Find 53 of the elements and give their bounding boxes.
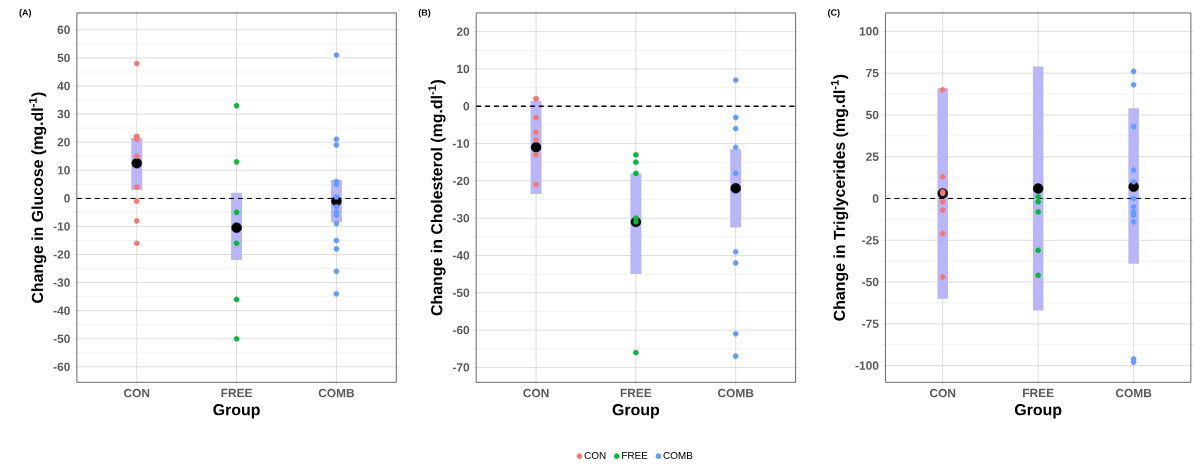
x-tick-label: FREE [1023,388,1054,397]
y-axis-title: Change in Triglycerides (mg.dl$^{-1}$) [830,74,849,321]
x-tick-label: COMB [717,388,754,398]
y-tick-label: 75 [866,68,879,78]
x-tick-label: FREE [221,388,253,397]
y-tick-label: 50 [866,110,879,120]
y-tick-label: 30 [57,109,70,119]
x-tick-label: CON [929,388,956,398]
y-tick-label: -25 [862,235,879,245]
y-tick-label: 100 [859,27,879,36]
x-axis-title: Group [612,404,660,419]
x-tick-label: COMB [318,388,355,398]
legend-label: FREE [622,451,648,459]
y-axis-title: Change in Cholesterol (mg.dl$^{-1}$) [428,80,446,316]
x-tick-label: CON [124,388,150,398]
y-tick-label: 60 [57,25,70,34]
y-tick-label: -60 [53,362,70,371]
y-tick-label: -50 [452,288,470,297]
y-tick-label: -10 [53,222,70,231]
y-tick-label: -30 [53,278,70,287]
y-tick-label: 20 [456,27,470,36]
x-tick-label: FREE [620,388,652,397]
y-tick-label: 0 [64,194,70,203]
x-axis-title: Group [1014,404,1062,419]
chart-title: (A) [19,9,31,18]
y-tick-label: -20 [452,176,470,185]
x-tick-label: CON [523,388,549,398]
x-axis-title: Group [213,404,260,419]
legend-label: CON [584,451,606,459]
y-tick-label: -40 [452,251,470,260]
y-tick-label: -50 [862,277,879,287]
y-tick-label: 25 [866,152,879,161]
y-tick-label: -40 [53,306,70,315]
y-tick-label: -60 [452,325,470,335]
y-tick-label: -10 [452,139,470,148]
y-tick-label: -50 [53,334,70,343]
y-tick-label: 50 [57,53,70,63]
chart-title: (C) [828,9,840,18]
y-tick-label: 20 [57,137,70,147]
x-tick-label: COMB [1115,388,1152,398]
legend-label: COMB [663,451,693,459]
y-tick-label: 40 [57,81,70,91]
y-tick-label: -70 [452,363,470,372]
y-tick-label: 0 [463,101,470,111]
y-tick-label: 0 [872,194,879,203]
y-tick-label: 10 [57,165,70,175]
y-tick-label: -100 [855,361,879,370]
y-tick-label: -75 [862,319,879,328]
y-tick-label: -30 [452,213,470,223]
y-tick-label: 10 [457,64,470,74]
y-axis-title: Change in Glucose (mg.dl$^{-1}$) [29,92,47,303]
y-tick-label: -20 [53,250,70,259]
chart-title: (B) [418,9,431,18]
